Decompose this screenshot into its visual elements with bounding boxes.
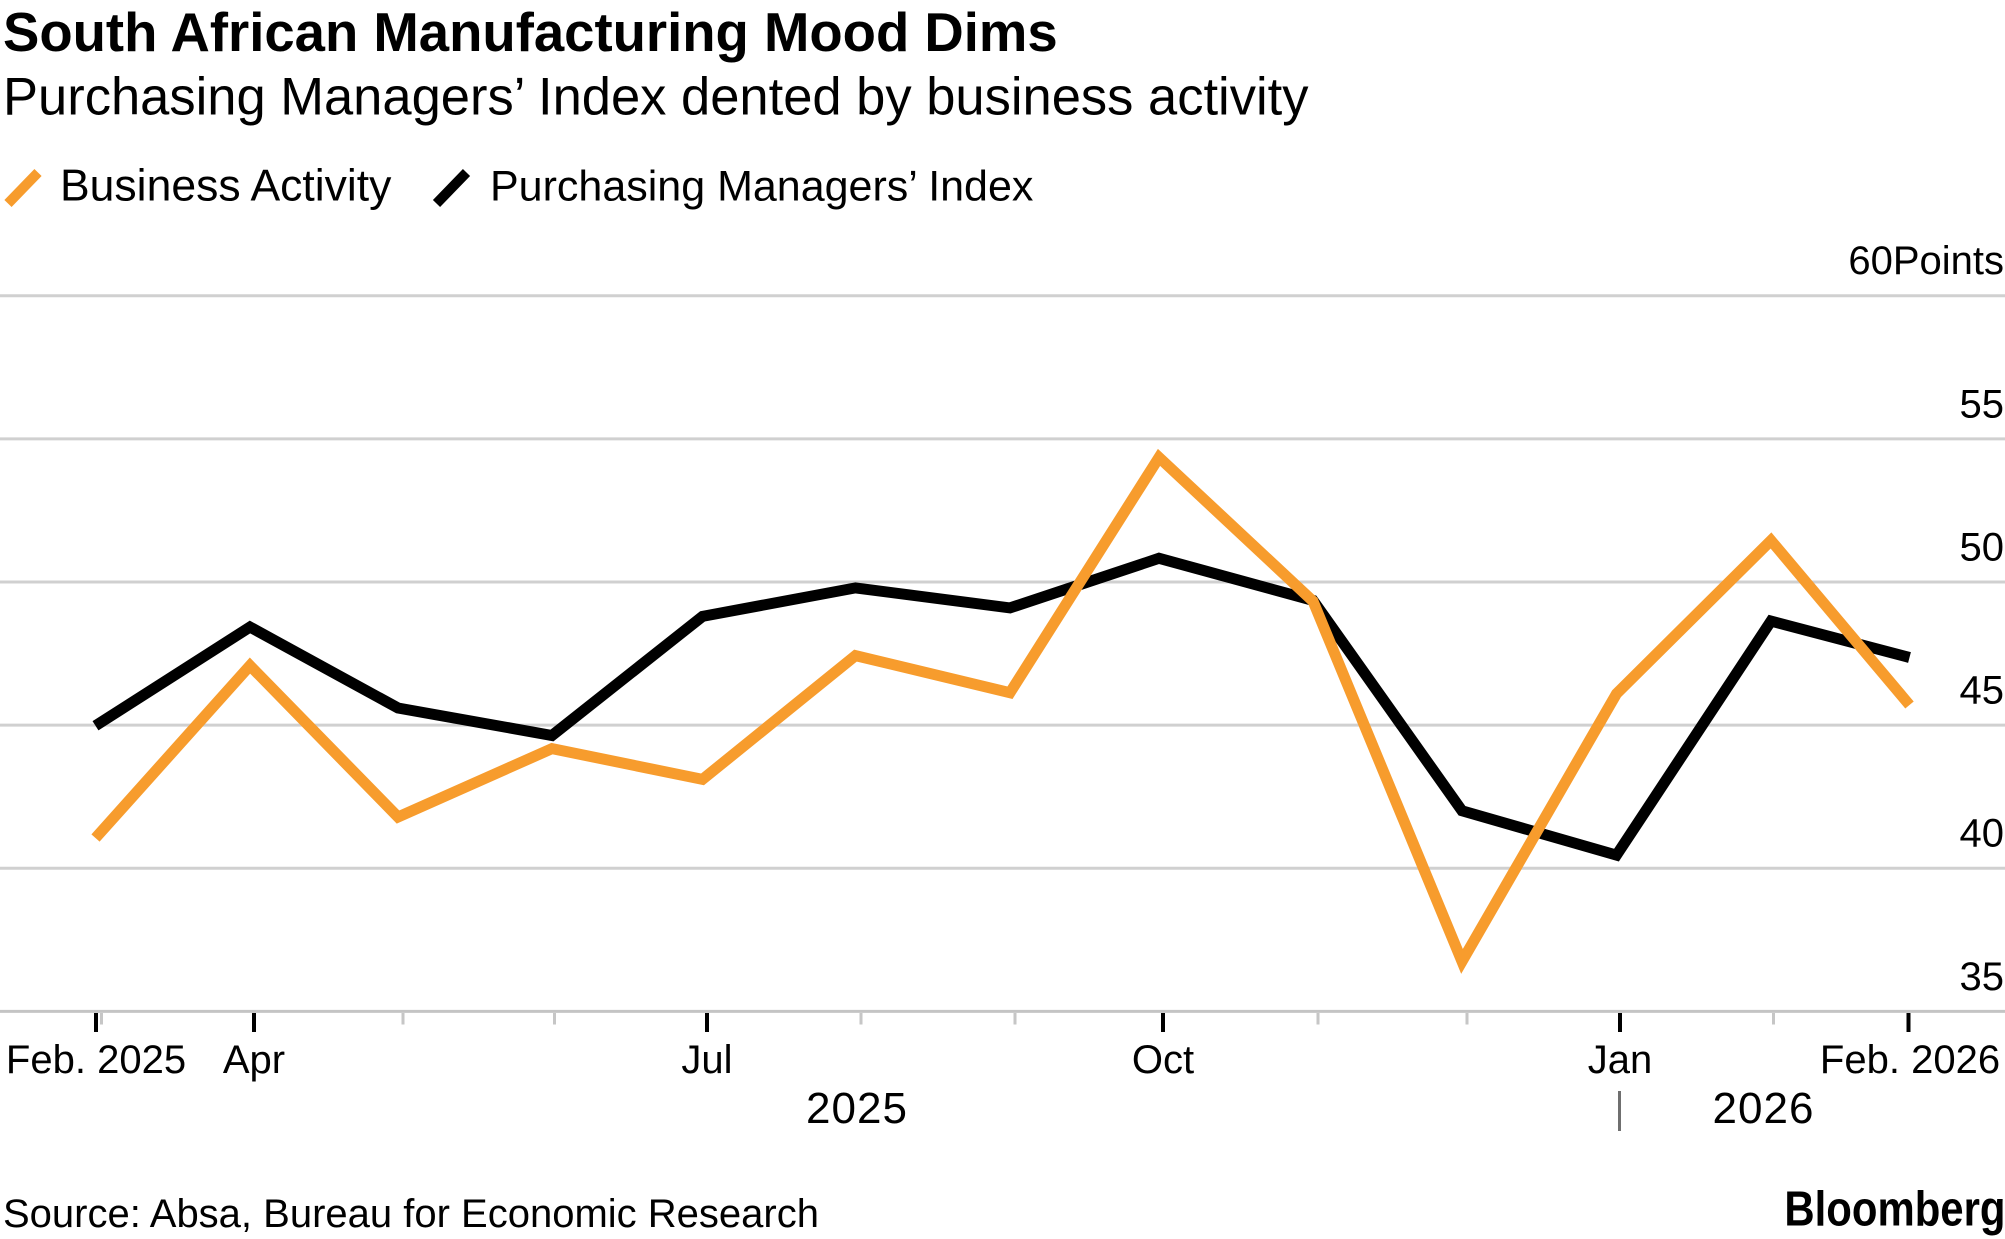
svg-text:Apr: Apr (223, 1038, 285, 1082)
svg-text:South African Manufacturing Mo: South African Manufacturing Mood Dims (3, 2, 1058, 63)
svg-text:55: 55 (1960, 382, 2005, 426)
svg-text:Purchasing Managers’ Index: Purchasing Managers’ Index (490, 163, 1034, 211)
svg-text:2026: 2026 (1713, 1084, 1815, 1133)
svg-text:Source: Absa, Bureau for Econo: Source: Absa, Bureau for Economic Resear… (3, 1192, 819, 1236)
svg-text:2025: 2025 (806, 1084, 908, 1133)
svg-text:Oct: Oct (1132, 1038, 1194, 1082)
svg-text:Jan: Jan (1588, 1038, 1653, 1082)
svg-text:Feb. 2026: Feb. 2026 (1820, 1038, 2000, 1082)
svg-text:35: 35 (1960, 955, 2005, 999)
svg-text:Jul: Jul (681, 1038, 732, 1082)
svg-text:Business Activity: Business Activity (60, 162, 392, 211)
svg-text:60Points: 60Points (1848, 239, 2004, 283)
svg-text:45: 45 (1960, 669, 2005, 713)
svg-text:Bloomberg: Bloomberg (1784, 1181, 2005, 1236)
svg-text:50: 50 (1960, 525, 2005, 569)
svg-text:Purchasing Managers’ Index den: Purchasing Managers’ Index dented by bus… (3, 68, 1309, 127)
svg-text:40: 40 (1960, 812, 2005, 856)
svg-text:Feb. 2025: Feb. 2025 (6, 1038, 186, 1082)
